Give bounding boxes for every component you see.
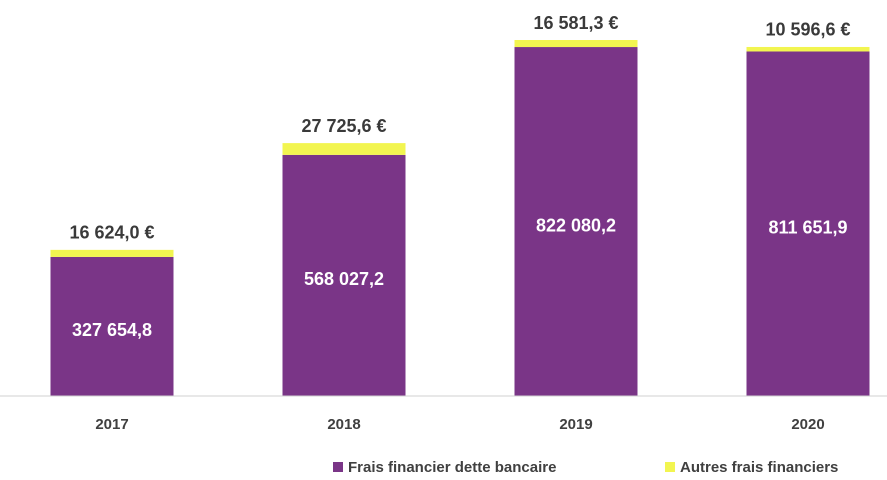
bar-segment: [50, 249, 174, 257]
data-label: 568 027,2: [304, 269, 384, 289]
bar-segment: [282, 154, 406, 396]
legend-swatch: [665, 462, 675, 472]
data-label: 10 596,6 €: [765, 20, 850, 40]
data-label: 811 651,9: [768, 217, 847, 237]
bar-segment: [746, 51, 870, 396]
data-label: 16 581,3 €: [533, 13, 618, 33]
x-tick-label: 2018: [327, 416, 360, 433]
data-label: 822 080,2: [536, 215, 616, 235]
x-tick-label: 2020: [791, 416, 824, 433]
bar-segment: [746, 46, 870, 52]
bar-segment: [514, 40, 638, 48]
x-tick-label: 2019: [559, 416, 592, 433]
legend-label: Autres frais financiers: [680, 459, 838, 476]
bar-segment: [514, 47, 638, 397]
legend-label: Frais financier dette bancaire: [348, 459, 556, 476]
bar-segment: [282, 143, 406, 155]
data-label: 327 654,8: [72, 320, 152, 340]
data-label: 16 624,0 €: [69, 223, 154, 243]
bar-segment: [50, 256, 174, 396]
x-tick-label: 2017: [95, 416, 128, 433]
legend-swatch: [333, 462, 343, 472]
data-label: 27 725,6 €: [301, 116, 386, 136]
